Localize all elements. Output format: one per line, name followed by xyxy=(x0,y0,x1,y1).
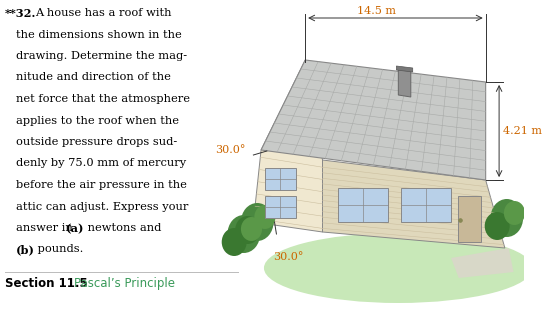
Text: 4.21 m: 4.21 m xyxy=(503,126,542,136)
Ellipse shape xyxy=(241,217,262,241)
Text: before the air pressure in the: before the air pressure in the xyxy=(16,180,187,190)
Text: 14.5 m: 14.5 m xyxy=(357,6,396,16)
Ellipse shape xyxy=(504,201,525,225)
Text: net force that the atmosphere: net force that the atmosphere xyxy=(16,94,191,104)
Text: attic can adjust. Express your: attic can adjust. Express your xyxy=(16,202,189,211)
Text: Pascal’s Principle: Pascal’s Principle xyxy=(74,277,175,290)
Polygon shape xyxy=(399,68,411,97)
Ellipse shape xyxy=(485,212,509,240)
Ellipse shape xyxy=(264,233,533,303)
Text: nitude and direction of the: nitude and direction of the xyxy=(16,73,171,82)
Ellipse shape xyxy=(222,228,247,256)
Polygon shape xyxy=(451,248,513,278)
Ellipse shape xyxy=(241,203,274,241)
Text: answer in: answer in xyxy=(16,223,76,233)
Text: 30.0°: 30.0° xyxy=(274,252,304,262)
Text: outside pressure drops sud-: outside pressure drops sud- xyxy=(16,137,177,147)
Polygon shape xyxy=(253,60,323,232)
Text: denly by 75.0 mm of mercury: denly by 75.0 mm of mercury xyxy=(16,158,186,169)
Bar xyxy=(265,168,295,190)
Text: (b): (b) xyxy=(16,245,35,255)
Text: the dimensions shown in the: the dimensions shown in the xyxy=(16,29,182,39)
Text: 30.0°: 30.0° xyxy=(215,145,246,155)
Text: newtons and: newtons and xyxy=(84,223,161,233)
Ellipse shape xyxy=(490,199,523,237)
Ellipse shape xyxy=(254,205,276,229)
Polygon shape xyxy=(396,66,413,72)
Text: A house has a roof with: A house has a roof with xyxy=(35,8,172,18)
Text: pounds.: pounds. xyxy=(34,245,83,255)
Text: (a): (a) xyxy=(66,223,85,234)
Ellipse shape xyxy=(235,216,260,244)
Bar xyxy=(338,188,388,222)
Text: Section 11.5: Section 11.5 xyxy=(5,277,87,290)
Polygon shape xyxy=(323,160,505,248)
Text: drawing. Determine the mag-: drawing. Determine the mag- xyxy=(16,51,187,61)
Bar xyxy=(265,196,295,218)
Text: applies to the roof when the: applies to the roof when the xyxy=(16,116,179,126)
Text: **32.: **32. xyxy=(5,8,36,19)
Bar xyxy=(401,188,451,222)
Bar xyxy=(458,196,481,242)
Polygon shape xyxy=(261,60,485,180)
Ellipse shape xyxy=(228,215,260,253)
